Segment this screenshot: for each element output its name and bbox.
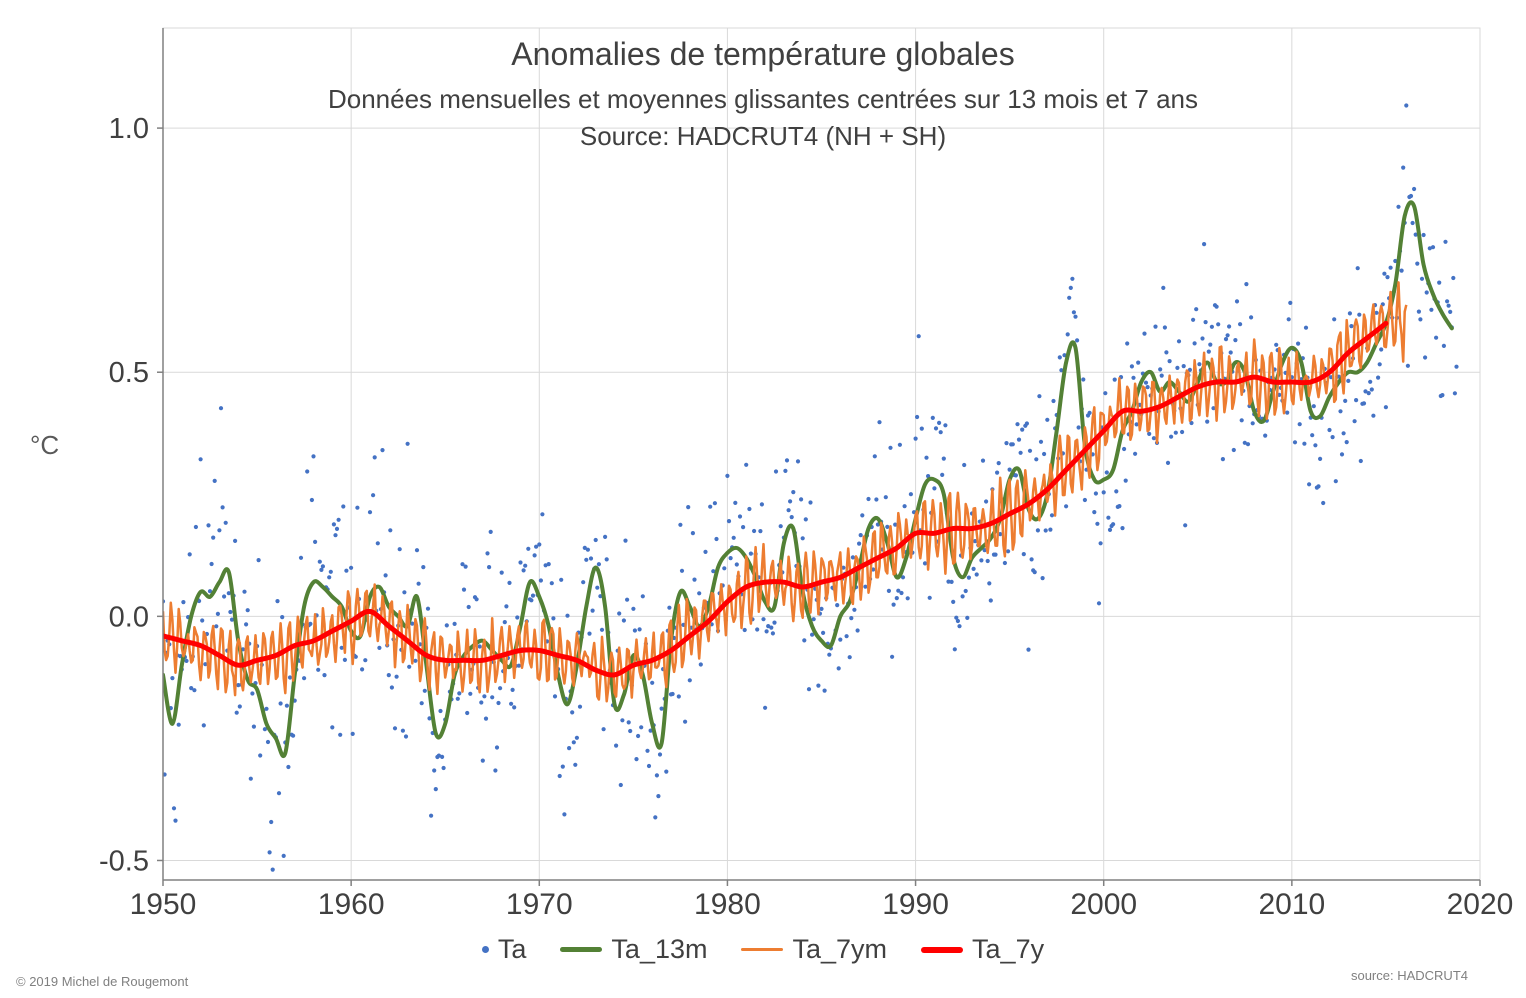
axes bbox=[157, 28, 1481, 886]
x-tick-label: 1950 bbox=[130, 888, 197, 921]
y-tick-label: -0.5 bbox=[99, 845, 149, 877]
legend-item-ta-7ym: Ta_7ym bbox=[741, 934, 887, 965]
y-tick-label: 0.0 bbox=[109, 601, 149, 633]
x-tick-label: 1960 bbox=[318, 888, 385, 921]
tick-labels: 1950 1960 1970 1980 1990 2000 2010 2020 -0.5 0.0 0… bbox=[99, 113, 1513, 921]
ta-7y-line-marker-icon bbox=[921, 946, 964, 953]
legend-item-ta-7y: Ta_7y bbox=[921, 934, 1044, 965]
ta-13m-line-marker-icon bbox=[560, 947, 603, 952]
legend-label-ta-13m: Ta_13m bbox=[611, 934, 708, 964]
x-tick-label: 1970 bbox=[506, 888, 573, 921]
y-axis-label: °C bbox=[30, 430, 60, 460]
ta-scatter-series bbox=[163, 103, 1459, 872]
x-tick-label: 2020 bbox=[1447, 888, 1514, 921]
ta-7y-series bbox=[163, 320, 1389, 678]
y-tick-label: 0.5 bbox=[109, 357, 149, 389]
legend-label-ta-7ym: Ta_7ym bbox=[792, 934, 888, 964]
x-tick-label: 1990 bbox=[882, 888, 949, 921]
legend: Ta Ta_13m Ta_7ym Ta_7y bbox=[0, 934, 1526, 965]
legend-item-ta: Ta bbox=[481, 934, 527, 965]
x-tick-label: 1980 bbox=[694, 888, 761, 921]
y-tick-label: 1.0 bbox=[109, 113, 149, 145]
source-note: source: HADCRUT4 bbox=[1350, 968, 1468, 983]
ta-scatter-marker-icon bbox=[481, 946, 489, 953]
legend-label-ta: Ta bbox=[497, 934, 527, 964]
ta-7ym-series bbox=[163, 281, 1408, 703]
gridlines bbox=[162, 28, 1481, 880]
x-tick-label: 2010 bbox=[1258, 888, 1325, 921]
legend-item-ta-13m: Ta_13m bbox=[560, 934, 707, 965]
copyright-note: © 2019 Michel de Rougemont bbox=[16, 974, 189, 989]
x-tick-label: 2000 bbox=[1070, 888, 1137, 921]
plot-border bbox=[162, 27, 1481, 881]
ta-13m-series bbox=[163, 200, 1454, 758]
legend-label-ta-7y: Ta_7y bbox=[972, 934, 1045, 964]
ta-7ym-line-marker-icon bbox=[741, 948, 784, 951]
